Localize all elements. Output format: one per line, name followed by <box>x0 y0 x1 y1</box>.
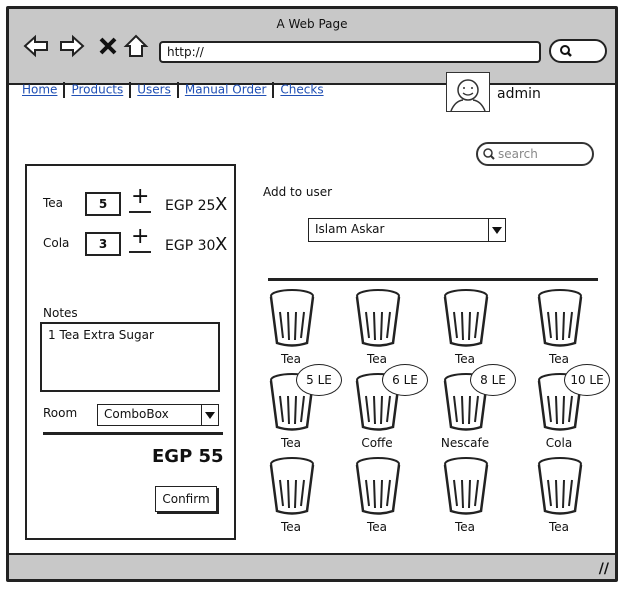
remove-item-button[interactable]: X <box>215 234 228 255</box>
plus-underline <box>129 211 151 213</box>
product-card[interactable]: Tea <box>256 456 326 536</box>
dropdown-arrow-icon[interactable] <box>201 405 218 425</box>
order-item-price: EGP 25 <box>165 198 216 214</box>
product-card[interactable]: Tea 5 LE <box>256 364 342 452</box>
price-badge: 6 LE <box>382 364 428 396</box>
cup-icon <box>269 289 315 347</box>
price-badge: 5 LE <box>296 364 342 396</box>
products-divider <box>268 278 598 281</box>
cup-icon <box>355 457 401 515</box>
cup-icon <box>537 457 583 515</box>
back-icon[interactable] <box>23 33 49 59</box>
status-bar: // <box>9 553 615 579</box>
price-badge: 10 LE <box>564 364 610 396</box>
nav-manual-order[interactable]: Manual Order <box>184 82 267 97</box>
quantity-field[interactable]: 3 <box>85 232 121 256</box>
nav-products[interactable]: Products <box>71 82 124 97</box>
product-card[interactable]: Tea <box>430 288 500 368</box>
user-select-value: Islam Askar <box>315 222 385 236</box>
url-field[interactable]: http:// <box>159 41 541 63</box>
dropdown-arrow-icon[interactable] <box>488 219 505 241</box>
order-item-name: Tea <box>43 196 64 210</box>
nav-divider <box>272 82 275 98</box>
cup-icon <box>269 457 315 515</box>
increase-quantity-button[interactable]: + <box>131 184 150 209</box>
cup-icon <box>443 289 489 347</box>
nav-users[interactable]: Users <box>137 82 171 97</box>
browser-search-field[interactable] <box>549 39 607 63</box>
product-card[interactable]: Tea <box>342 288 412 368</box>
product-card[interactable]: Cola 10 LE <box>524 364 610 452</box>
search-icon <box>560 45 572 57</box>
product-name: Tea <box>454 352 476 366</box>
plus-underline <box>129 251 151 253</box>
title-bar: A Web Page http:// <box>9 9 615 85</box>
nav-divider <box>129 82 132 98</box>
cup-icon <box>537 373 583 431</box>
cup-icon <box>269 373 315 431</box>
product-name: Tea <box>454 520 476 534</box>
product-card[interactable]: Tea <box>256 288 326 368</box>
close-icon[interactable] <box>95 33 121 59</box>
resize-grip-icon[interactable]: // <box>598 561 609 577</box>
search-icon <box>483 148 495 160</box>
add-to-user-label: Add to user <box>263 185 333 199</box>
order-total: EGP 55 <box>152 446 224 467</box>
nav-divider <box>176 82 179 98</box>
notes-textarea[interactable]: 1 Tea Extra Sugar <box>40 322 220 392</box>
window-title: A Web Page <box>276 17 348 31</box>
browser-window: A Web Page http:// // <box>6 6 618 582</box>
user-select[interactable]: Islam Askar <box>308 218 506 242</box>
product-name: Tea <box>548 352 570 366</box>
nav-home[interactable]: Home <box>22 82 58 97</box>
order-panel: Tea 5 + EGP 25 X Cola 3 + EGP 30 X Notes… <box>25 164 236 540</box>
product-name: Tea <box>280 436 302 450</box>
product-card[interactable]: Tea <box>430 456 500 536</box>
order-item-price: EGP 30 <box>165 238 216 254</box>
product-name: Tea <box>548 520 570 534</box>
nav-divider <box>63 82 66 98</box>
notes-label: Notes <box>43 306 78 320</box>
forward-icon[interactable] <box>59 33 85 59</box>
increase-quantity-button[interactable]: + <box>131 224 150 249</box>
product-card[interactable]: Tea <box>524 288 594 368</box>
cup-icon <box>537 289 583 347</box>
room-label: Room <box>43 406 78 420</box>
order-item-name: Cola <box>43 236 70 250</box>
nav-checks[interactable]: Checks <box>280 82 324 97</box>
user-name: admin <box>497 86 541 102</box>
cup-icon <box>443 457 489 515</box>
search-input[interactable]: search <box>476 142 594 166</box>
room-select[interactable]: ComboBox <box>97 404 219 426</box>
product-name: Tea <box>280 520 302 534</box>
product-card[interactable]: Coffe 6 LE <box>342 364 428 452</box>
product-name: Tea <box>366 352 388 366</box>
product-name: Nescafe <box>440 436 490 450</box>
home-icon[interactable] <box>123 33 149 59</box>
product-name: Tea <box>280 352 302 366</box>
user-avatar <box>446 72 490 112</box>
quantity-field[interactable]: 5 <box>85 192 121 216</box>
product-name: Coffe <box>361 436 393 450</box>
cup-icon <box>355 289 401 347</box>
confirm-button[interactable]: Confirm <box>155 486 217 512</box>
main-nav: Home Products Users Manual Order Checks <box>22 82 324 98</box>
remove-item-button[interactable]: X <box>215 194 228 215</box>
price-badge: 8 LE <box>470 364 516 396</box>
product-name: Tea <box>366 520 388 534</box>
avatar-icon <box>450 79 486 112</box>
product-card[interactable]: Tea <box>524 456 594 536</box>
divider <box>43 432 223 435</box>
product-name: Cola <box>545 436 573 450</box>
room-select-value: ComboBox <box>104 407 169 421</box>
product-card[interactable]: Nescafe 8 LE <box>430 364 516 452</box>
search-placeholder: search <box>498 147 538 161</box>
product-card[interactable]: Tea <box>342 456 412 536</box>
